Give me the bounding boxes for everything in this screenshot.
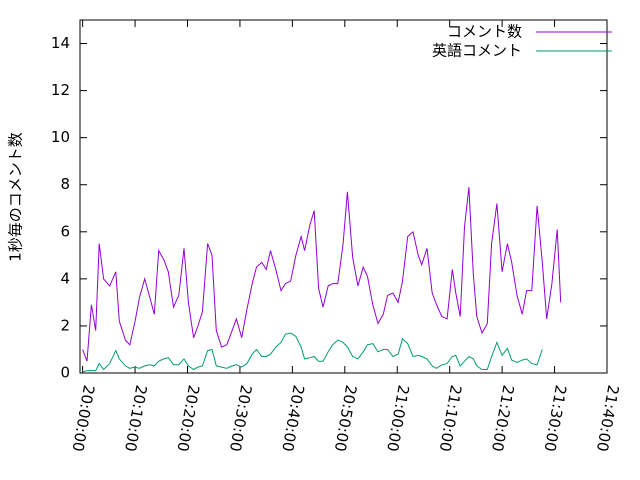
plot-border	[79, 19, 608, 374]
y-tick-label: 14	[51, 34, 70, 52]
legend-label: コメント数	[447, 23, 522, 41]
y-tick-label: 10	[51, 128, 70, 146]
y-tick-label: 6	[60, 222, 70, 240]
y-tick-label: 8	[60, 175, 70, 193]
y-tick-label: 2	[60, 316, 70, 334]
y-axis-label: 1秒毎のコメント数	[7, 132, 25, 262]
legend-label: 英語コメント	[432, 42, 522, 60]
y-tick-label: 4	[60, 269, 70, 287]
series-line	[82, 187, 562, 362]
y-tick-label: 0	[60, 364, 70, 382]
y-tick-label: 12	[51, 81, 70, 99]
series-line	[82, 332, 543, 373]
